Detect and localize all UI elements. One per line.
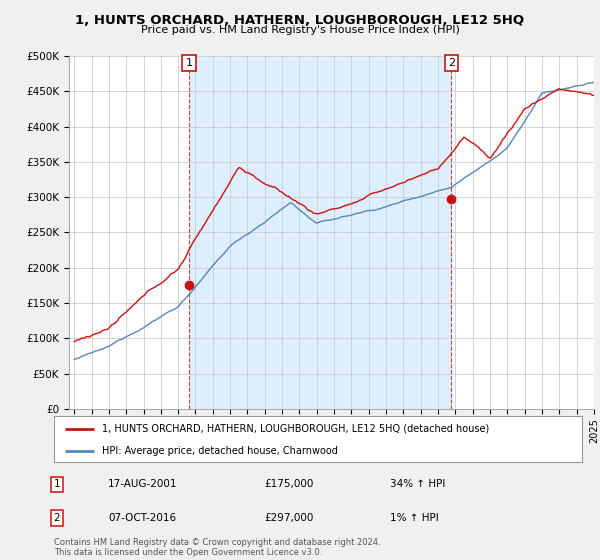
Text: 1, HUNTS ORCHARD, HATHERN, LOUGHBOROUGH, LE12 5HQ (detached house): 1, HUNTS ORCHARD, HATHERN, LOUGHBOROUGH,… — [101, 424, 489, 434]
Bar — [189, 56, 451, 409]
Text: 2: 2 — [53, 513, 61, 523]
Text: 1, HUNTS ORCHARD, HATHERN, LOUGHBOROUGH, LE12 5HQ: 1, HUNTS ORCHARD, HATHERN, LOUGHBOROUGH,… — [76, 14, 524, 27]
Text: Contains HM Land Registry data © Crown copyright and database right 2024.
This d: Contains HM Land Registry data © Crown c… — [54, 538, 380, 557]
Text: Price paid vs. HM Land Registry's House Price Index (HPI): Price paid vs. HM Land Registry's House … — [140, 25, 460, 35]
Text: £297,000: £297,000 — [264, 513, 313, 523]
Text: 07-OCT-2016: 07-OCT-2016 — [108, 513, 176, 523]
Text: 34% ↑ HPI: 34% ↑ HPI — [390, 479, 445, 489]
Text: 17-AUG-2001: 17-AUG-2001 — [108, 479, 178, 489]
Text: 2: 2 — [448, 58, 455, 68]
Text: £175,000: £175,000 — [264, 479, 313, 489]
Text: 1: 1 — [185, 58, 193, 68]
Text: HPI: Average price, detached house, Charnwood: HPI: Average price, detached house, Char… — [101, 446, 337, 455]
Text: 1% ↑ HPI: 1% ↑ HPI — [390, 513, 439, 523]
Text: 1: 1 — [53, 479, 61, 489]
